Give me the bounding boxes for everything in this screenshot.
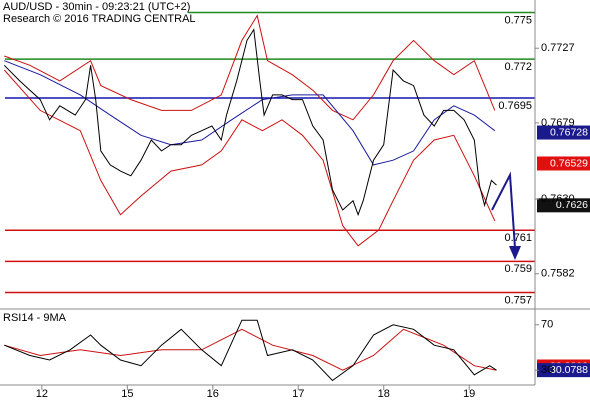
level-label: 0.7695 xyxy=(498,100,532,112)
x-tick-label: 17 xyxy=(292,388,304,400)
x-tick-label: 16 xyxy=(207,388,219,400)
level-label: 0.757 xyxy=(504,294,532,306)
series-line xyxy=(3,69,496,247)
forecast-arrow xyxy=(491,171,521,260)
y-tick-label: 0.7727 xyxy=(541,42,575,54)
series-line xyxy=(4,14,496,121)
y-tick-label: 0.7582 xyxy=(541,268,575,280)
level-label: 0.759 xyxy=(504,263,532,275)
labels: 0.7727 0.7679 0.7630 0.7582 0.775 0.772 0.7695… xyxy=(36,14,575,400)
title-bg xyxy=(0,0,188,26)
x-tick-label: 15 xyxy=(121,388,133,400)
price-tag xyxy=(537,363,590,378)
arrow-line xyxy=(491,171,516,249)
price-tag-label: 30.0788 xyxy=(550,364,588,376)
y-tick-label: 70 xyxy=(541,319,553,331)
level-label: 0.775 xyxy=(504,14,532,26)
y-tick-label: 30 xyxy=(541,364,553,376)
price-tag-label: 0.7626 xyxy=(556,199,588,211)
level-label: 0.772 xyxy=(504,61,532,73)
x-tick-label: 12 xyxy=(36,388,48,400)
price-tag xyxy=(537,125,590,140)
chart-subtitle: Research © 2016 TRADING CENTRAL xyxy=(3,13,196,25)
panel-title: RSI14 - 9MA xyxy=(3,312,67,324)
price-tag xyxy=(537,156,590,171)
y-tick-label: 0.7679 xyxy=(541,117,575,129)
price-tag xyxy=(537,198,590,213)
arrow-head xyxy=(509,246,521,260)
price-tag-label: 0.76728 xyxy=(550,126,588,138)
x-tick-label: 19 xyxy=(463,388,475,400)
series-line xyxy=(4,319,497,382)
chart-title: AUD/USD - 30min - 09:23:21 (UTC+2) xyxy=(3,1,190,13)
series-line xyxy=(3,28,497,217)
series-line xyxy=(4,60,496,166)
x-tick-label: 18 xyxy=(378,388,390,400)
level-label: 0.761 xyxy=(504,232,532,244)
y-tick-label: 0.7630 xyxy=(541,193,575,205)
price-tag-label: 0.76529 xyxy=(550,157,588,169)
series-line xyxy=(4,328,497,371)
